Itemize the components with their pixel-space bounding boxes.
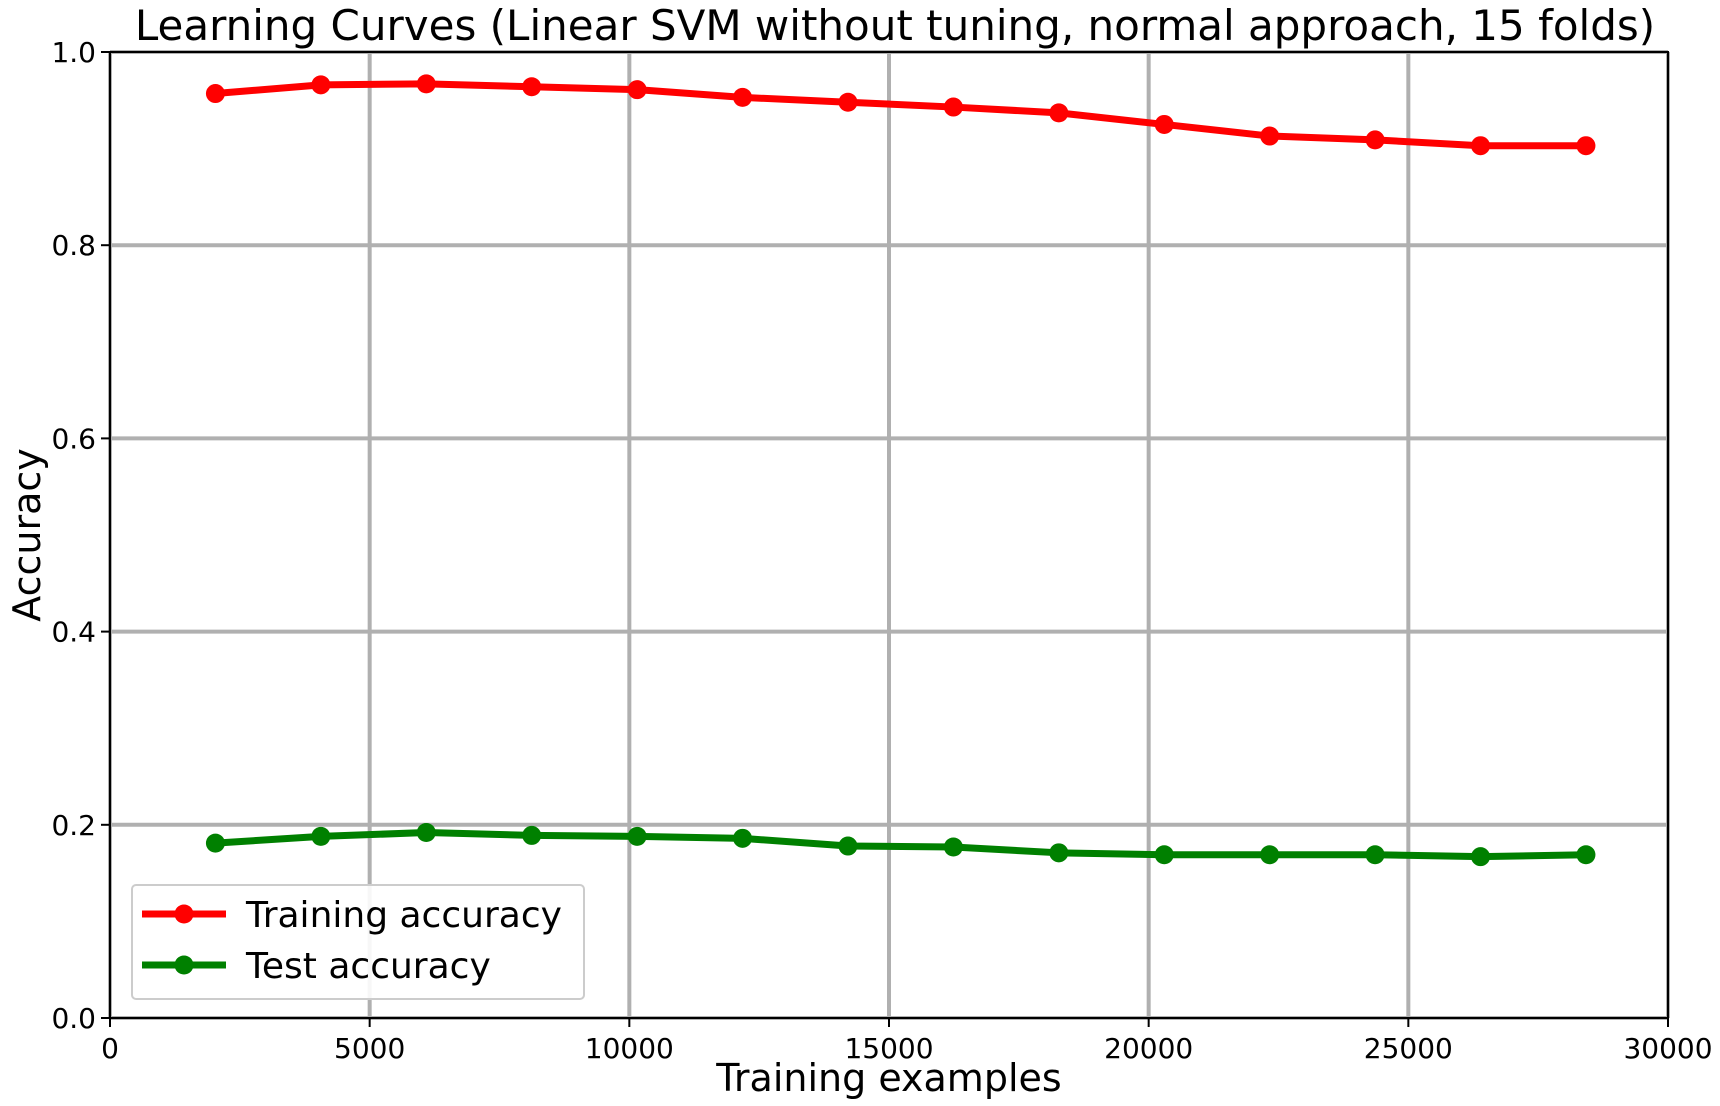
data-point — [1260, 126, 1280, 146]
y-tick-label: 0.8 — [51, 229, 96, 262]
y-tick-label: 1.0 — [51, 36, 96, 69]
data-point — [1576, 136, 1596, 156]
x-tick-label: 30000 — [1623, 1032, 1712, 1065]
data-point — [522, 825, 542, 845]
y-tick-label: 0.0 — [51, 1002, 96, 1035]
y-axis-ticks: 0.0 0.2 0.4 0.6 0.8 1.0 — [51, 36, 110, 1035]
x-tick-label: 20000 — [1104, 1032, 1193, 1065]
x-tick-label: 5000 — [334, 1032, 405, 1065]
legend-marker — [174, 955, 194, 975]
data-point — [416, 74, 436, 94]
series-line — [211, 80, 1590, 150]
data-point — [1471, 136, 1491, 156]
series-training-accuracy — [205, 74, 1596, 156]
legend-marker — [174, 904, 194, 924]
data-point — [311, 75, 331, 95]
data-point — [416, 823, 436, 843]
x-axis-ticks: 0 5000 10000 15000 20000 25000 30000 — [101, 1018, 1713, 1065]
data-point — [943, 837, 963, 857]
y-tick-label: 0.6 — [51, 422, 96, 455]
data-point — [205, 84, 225, 104]
data-point — [1365, 845, 1385, 865]
legend-label: Test accuracy — [245, 946, 491, 987]
data-point — [1365, 130, 1385, 150]
data-point — [205, 833, 225, 853]
y-tick-label: 0.4 — [51, 616, 96, 649]
data-point — [838, 836, 858, 856]
data-point — [627, 80, 647, 100]
series-line — [211, 829, 1590, 861]
y-axis-label: Accuracy — [5, 448, 49, 622]
data-point — [838, 92, 858, 112]
data-point — [1049, 843, 1069, 863]
data-point — [1576, 845, 1596, 865]
chart-title: Learning Curves (Linear SVM without tuni… — [135, 1, 1655, 50]
data-point — [733, 828, 753, 848]
data-point — [1049, 103, 1069, 123]
data-point — [1154, 114, 1174, 134]
y-tick-label: 0.2 — [51, 809, 96, 842]
series-test-accuracy — [205, 823, 1596, 867]
data-point — [1471, 847, 1491, 867]
data-point — [1260, 845, 1280, 865]
data-point — [522, 77, 542, 97]
data-series — [205, 74, 1596, 867]
data-point — [627, 826, 647, 846]
data-point — [311, 826, 331, 846]
x-tick-label: 10000 — [585, 1032, 674, 1065]
x-axis-label: Training examples — [715, 1056, 1061, 1100]
x-tick-label: 15000 — [844, 1032, 933, 1065]
plot-frame — [109, 51, 1669, 1019]
data-point — [733, 87, 753, 107]
data-point — [943, 97, 963, 117]
x-tick-label: 25000 — [1364, 1032, 1453, 1065]
legend: Training accuracy Test accuracy — [131, 884, 585, 1000]
legend-box — [131, 884, 585, 1000]
data-point — [1154, 845, 1174, 865]
x-tick-label: 0 — [101, 1032, 119, 1065]
legend-label: Training accuracy — [245, 895, 562, 936]
